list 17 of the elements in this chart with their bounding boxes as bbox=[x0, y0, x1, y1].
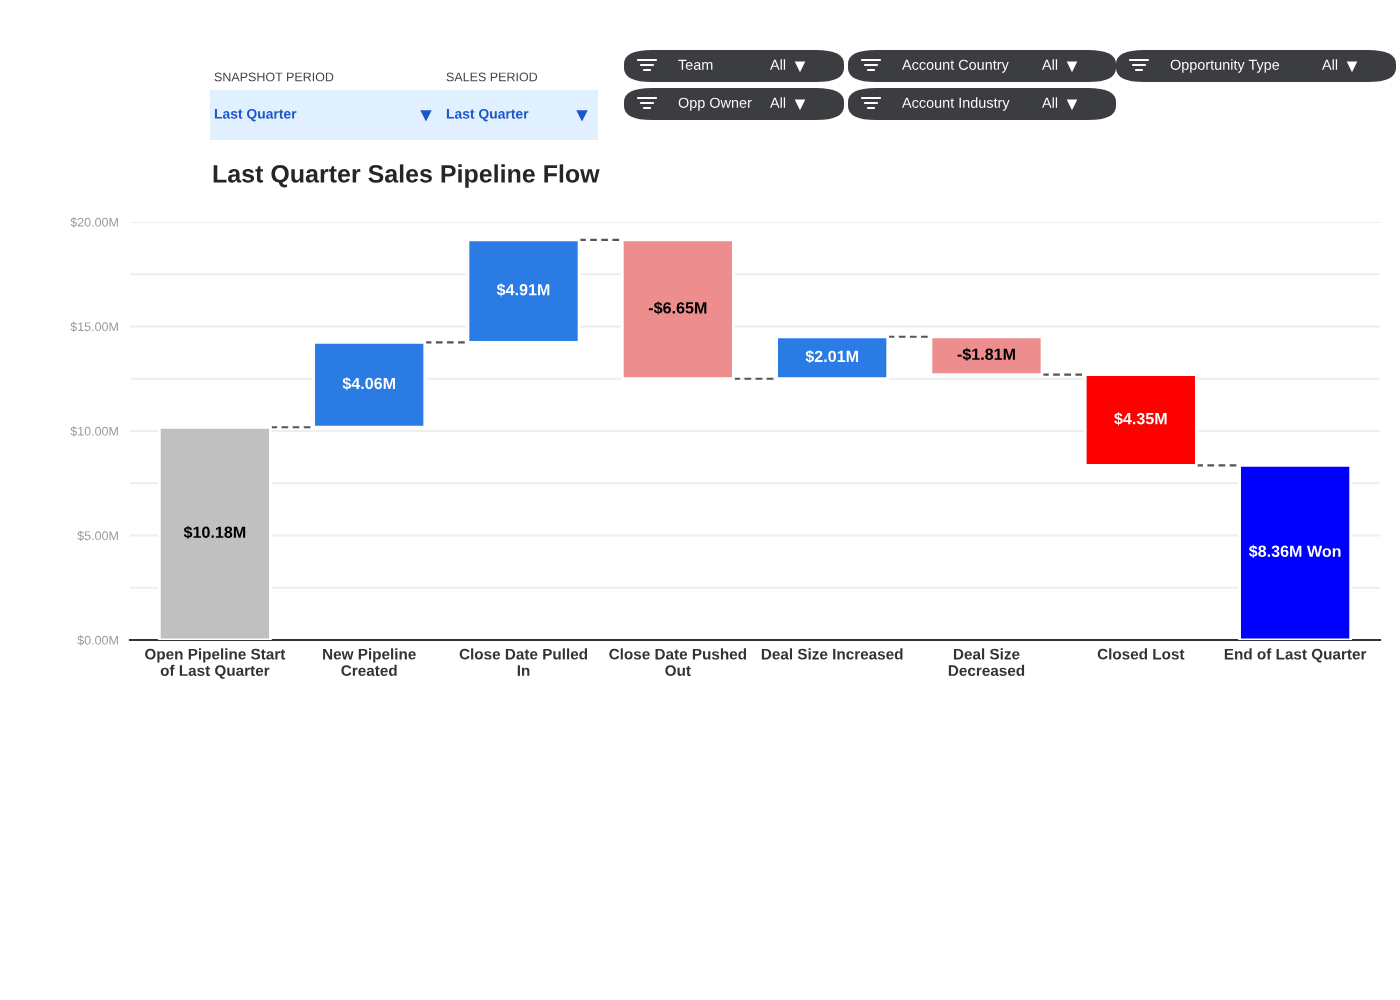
data-label: $4.91M bbox=[496, 283, 550, 297]
bar bbox=[620, 238, 735, 381]
bar bbox=[1083, 373, 1198, 467]
data-label: -$1.81M bbox=[957, 347, 1015, 362]
data-label: $4.06M bbox=[342, 377, 395, 391]
bar bbox=[466, 238, 581, 344]
data-label: -$6.65M bbox=[648, 301, 707, 315]
data-label: $4.35M bbox=[1114, 412, 1167, 426]
chart-title: Last Quarter Sales Pipeline Flow bbox=[213, 164, 600, 188]
bar bbox=[1238, 463, 1353, 640]
bar bbox=[929, 335, 1044, 376]
data-label: $10.18M bbox=[183, 525, 246, 539]
data-label: $8.36M Won bbox=[1248, 544, 1341, 558]
bar bbox=[157, 425, 272, 640]
bar bbox=[312, 340, 427, 429]
data-label: $2.01M bbox=[805, 349, 858, 364]
bar bbox=[775, 335, 890, 381]
